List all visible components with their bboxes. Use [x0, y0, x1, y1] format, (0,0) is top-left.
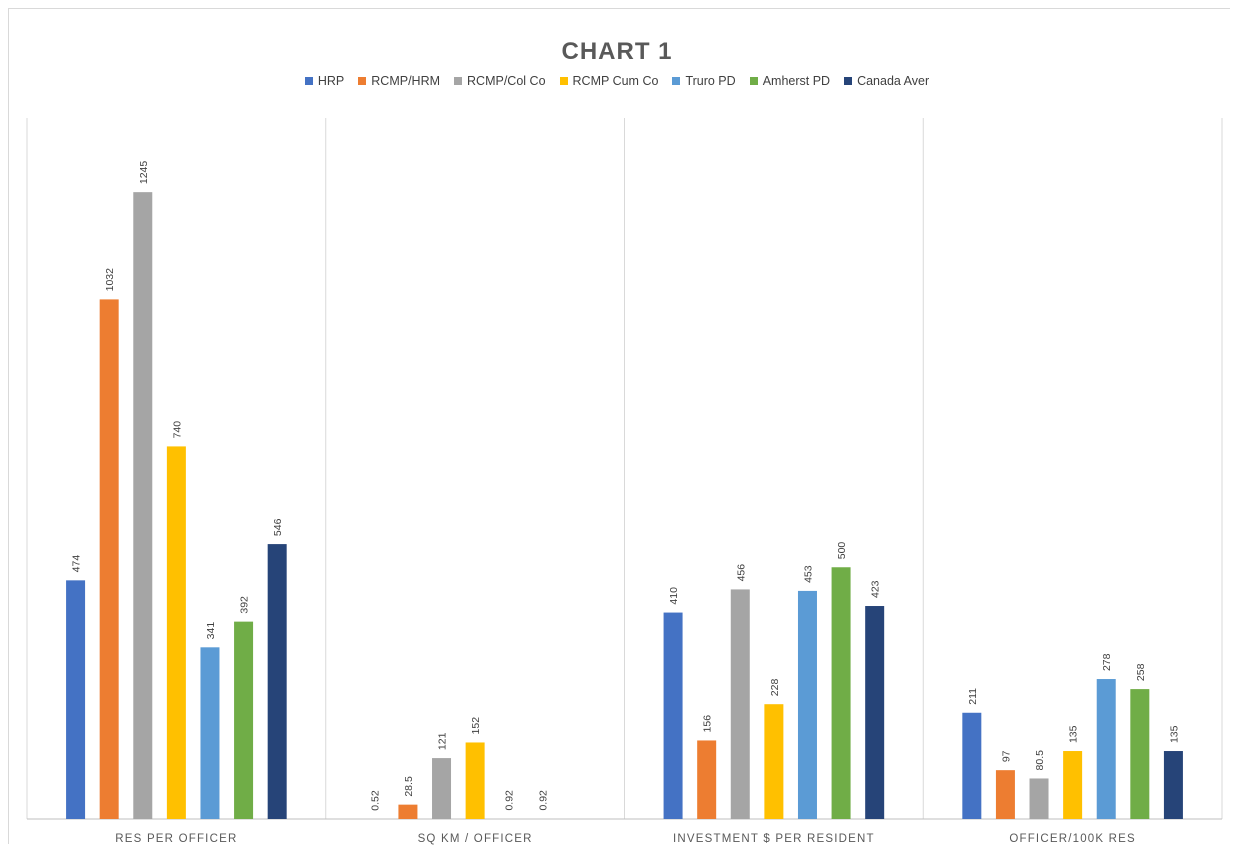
bar [1096, 679, 1116, 819]
legend-label: Truro PD [685, 74, 736, 88]
legend-swatch [844, 77, 853, 85]
legend-swatch [358, 77, 367, 85]
bar [797, 590, 817, 819]
data-label: 121 [437, 732, 449, 750]
bar [432, 758, 452, 819]
legend-label: RCMP Cum Co [572, 74, 659, 88]
data-label: 410 [668, 587, 680, 605]
legend-swatch [559, 77, 568, 85]
bar [465, 742, 485, 819]
data-label: 1245 [138, 161, 150, 185]
bar [99, 299, 119, 819]
data-label: 0.92 [504, 790, 516, 811]
legend-item: Canada Aver [844, 74, 929, 88]
bar [764, 704, 784, 819]
data-label: 0.92 [537, 790, 549, 811]
legend-swatch [672, 77, 681, 85]
bar [267, 544, 287, 819]
data-label: 211 [967, 688, 979, 705]
data-label: 423 [870, 580, 882, 598]
x-tick-label: SQ KM / OFFICER [418, 833, 533, 845]
legend-item: HRP [304, 74, 345, 88]
legend-swatch [304, 77, 313, 85]
data-label: 258 [1135, 663, 1147, 681]
bar [962, 712, 982, 819]
legend-swatch [454, 77, 463, 85]
data-label: 28.5 [403, 776, 415, 797]
bar [831, 567, 851, 819]
bar [730, 589, 750, 819]
legend-item: RCMP/HRM [358, 74, 440, 88]
data-label: 392 [239, 596, 251, 614]
data-label: 0.52 [369, 790, 381, 811]
bar [663, 612, 683, 819]
bar [200, 647, 220, 819]
x-tick-label: OFFICER/100K RES [1009, 833, 1136, 845]
data-label: 1032 [104, 268, 116, 292]
legend-item: Amherst PD [749, 74, 831, 88]
data-label: 135 [1168, 725, 1180, 743]
bar [133, 192, 153, 819]
data-label: 546 [272, 518, 284, 536]
legend-label: HRP [317, 74, 345, 88]
data-label: 156 [702, 715, 714, 733]
bar [66, 580, 86, 819]
bar [995, 770, 1015, 819]
legend-item: RCMP Cum Co [559, 74, 659, 88]
legend-item: Truro PD [672, 74, 736, 88]
x-tick-label: RES PER OFFICER [115, 833, 237, 845]
bar [865, 606, 885, 819]
bar [697, 740, 717, 819]
data-label: 474 [71, 555, 83, 573]
bar [1130, 689, 1150, 819]
bar [1029, 778, 1049, 819]
bar [1063, 751, 1083, 819]
bar [1163, 751, 1183, 819]
data-label: 456 [735, 564, 747, 582]
bar [398, 804, 418, 819]
chart-title: CHART 1 [561, 38, 673, 65]
legend-swatch [749, 77, 758, 85]
chart-legend: HRP RCMP/HRM RCMP/Col Co RCMP Cum Co Truro P… [0, 74, 1234, 88]
chart-frame [8, 8, 1230, 844]
x-tick-label: INVESTMENT $ PER RESIDENT [673, 833, 875, 845]
legend-label: Amherst PD [762, 74, 831, 88]
data-label: 97 [1000, 750, 1012, 762]
data-label: 80.5 [1034, 750, 1046, 771]
legend-item: RCMP/Col Co [454, 74, 546, 88]
data-label: 278 [1101, 653, 1113, 671]
legend-label: RCMP/Col Co [467, 74, 546, 88]
data-label: 135 [1068, 725, 1080, 743]
data-label: 152 [470, 717, 482, 735]
bar [166, 446, 186, 819]
data-label: 740 [171, 421, 183, 439]
data-label: 453 [802, 565, 814, 583]
data-label: 341 [205, 622, 217, 640]
data-label: 228 [769, 679, 781, 697]
data-label: 500 [836, 542, 848, 560]
bar [234, 621, 254, 819]
legend-label: RCMP/HRM [371, 74, 441, 88]
legend-label: Canada Aver [857, 74, 930, 88]
